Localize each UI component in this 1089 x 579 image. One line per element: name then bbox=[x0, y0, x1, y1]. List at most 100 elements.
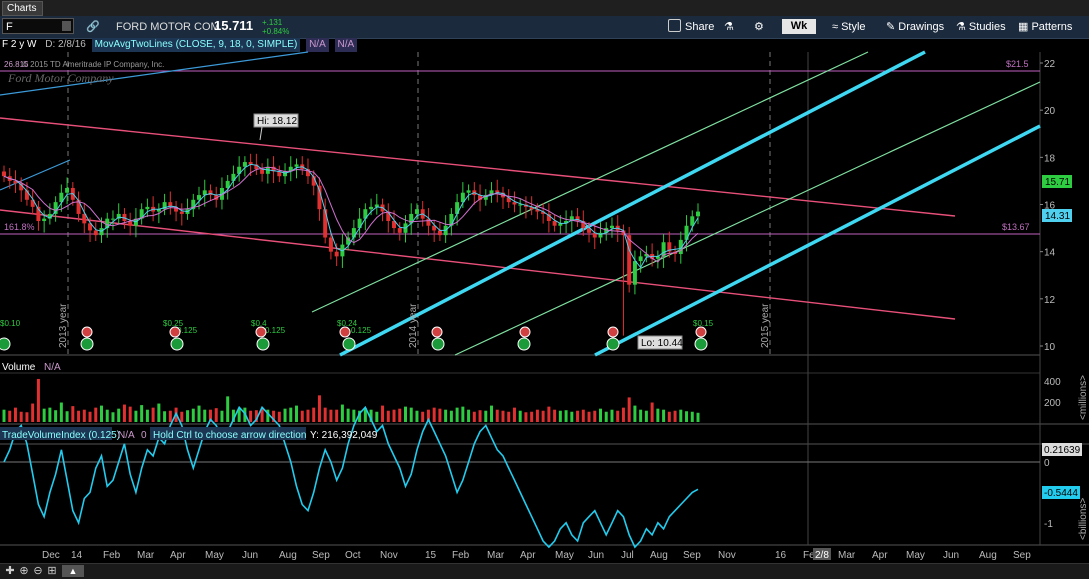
drawings-button[interactable]: ✎ Drawings bbox=[886, 19, 944, 35]
lo-label: Lo: 10.44 bbox=[641, 338, 683, 349]
candle-body bbox=[317, 185, 322, 210]
volume-bar bbox=[346, 408, 350, 422]
dividend-icon-6 bbox=[517, 337, 531, 351]
hi-label: Hi: 18.12 bbox=[257, 116, 297, 127]
studies-label: Studies bbox=[968, 21, 1006, 33]
tvi-line bbox=[3, 405, 699, 549]
period-button[interactable]: Wk bbox=[782, 19, 816, 34]
symbol-input[interactable]: F bbox=[2, 18, 74, 34]
volume-bar bbox=[31, 403, 35, 422]
share-button[interactable]: Share bbox=[668, 19, 714, 35]
candle-body bbox=[489, 190, 494, 196]
earnings-icon-4 bbox=[431, 326, 443, 338]
volume-bar bbox=[352, 409, 356, 422]
candle-body bbox=[369, 206, 374, 210]
dividend-icon-8 bbox=[694, 337, 708, 351]
chart-grid bbox=[0, 52, 1089, 546]
drawings-label: Drawings bbox=[898, 21, 945, 33]
upper-channel-line bbox=[0, 51, 309, 96]
dividend-amount-1: $0.25 bbox=[163, 319, 184, 328]
candle-body bbox=[116, 213, 121, 219]
volume-bar bbox=[524, 412, 528, 422]
volume-bar bbox=[186, 410, 190, 422]
pan-icon[interactable]: ✚ bbox=[5, 565, 15, 577]
pitchfork-drawing[interactable] bbox=[0, 50, 1041, 357]
change-pct: +0.84% bbox=[262, 27, 290, 36]
volume-bar bbox=[105, 409, 109, 422]
tvi-tick-1: -1 bbox=[1044, 519, 1053, 530]
volume-bar bbox=[260, 408, 264, 422]
candle-body bbox=[42, 218, 47, 222]
candle-body bbox=[667, 242, 672, 252]
ma-value-tag bbox=[1042, 209, 1072, 222]
pencil-icon: ✎ bbox=[886, 21, 899, 33]
chart-canvas[interactable]: © 2015 TD Ameritrade IP Company, Inc. For… bbox=[0, 38, 1089, 563]
volume-bar bbox=[690, 411, 694, 422]
patterns-button[interactable]: ▦ Patterns bbox=[1018, 19, 1072, 35]
volume-bar bbox=[409, 407, 413, 422]
zoom-out-icon[interactable]: ⊖ bbox=[33, 565, 43, 577]
candle-body bbox=[638, 256, 643, 262]
dividend-icon-7 bbox=[606, 337, 620, 351]
candle-body bbox=[242, 162, 247, 167]
x-label-12: Feb bbox=[452, 550, 470, 561]
left-channel-line bbox=[0, 159, 71, 191]
volume-bar bbox=[197, 405, 201, 422]
candle-body bbox=[397, 228, 402, 233]
volume-bar bbox=[667, 411, 671, 422]
volume-bar bbox=[140, 405, 144, 422]
link-icon[interactable]: 🔗 bbox=[86, 21, 100, 33]
flask-icon[interactable]: ⚗ bbox=[724, 21, 734, 33]
volume-na: N/A bbox=[44, 362, 61, 373]
charts-tab[interactable]: Charts bbox=[2, 1, 44, 16]
volume-bar bbox=[432, 407, 436, 422]
volume-bar bbox=[272, 410, 276, 422]
candle-body bbox=[156, 209, 161, 212]
volume-bar bbox=[283, 408, 287, 422]
candle-body bbox=[65, 187, 70, 193]
annotations: © 2015 TD Ameritrade IP Company, Inc. For… bbox=[0, 59, 1030, 351]
volume-bar bbox=[277, 411, 281, 422]
volume-bar bbox=[117, 408, 121, 422]
volume-bar bbox=[530, 411, 534, 422]
volume-bar bbox=[300, 410, 304, 422]
candle-body bbox=[237, 166, 242, 174]
style-button[interactable]: ≈ Style bbox=[832, 19, 866, 35]
volume-bar bbox=[180, 411, 184, 422]
tvi-label-bg bbox=[0, 427, 112, 440]
x-label-13: Mar bbox=[487, 550, 505, 561]
ma-value-tag-label: 14.31 bbox=[1045, 211, 1070, 222]
symbol-dropdown-icon[interactable] bbox=[62, 21, 71, 31]
fork-median-line bbox=[339, 50, 926, 357]
moving-averages bbox=[3, 163, 699, 269]
x-label-3: Mar bbox=[137, 550, 155, 561]
expand-button[interactable]: ▲ bbox=[62, 565, 84, 577]
volume-bar bbox=[490, 405, 494, 422]
volume-bar bbox=[472, 411, 476, 422]
zoom-in-icon[interactable]: ⊕ bbox=[19, 565, 29, 577]
candle-body bbox=[260, 169, 265, 174]
year-label-0: 2013 year bbox=[58, 303, 69, 348]
x-label-21: 16 bbox=[775, 550, 787, 561]
tvi-na: N/A bbox=[118, 430, 135, 441]
candle-body bbox=[581, 221, 586, 229]
volume-bar bbox=[633, 405, 637, 422]
volume-bar bbox=[226, 396, 230, 422]
volume-bar bbox=[48, 407, 52, 422]
gear-icon[interactable]: ⚙ bbox=[754, 21, 764, 33]
candle-body bbox=[202, 190, 207, 196]
candle-body bbox=[678, 239, 683, 255]
volume-bar bbox=[77, 410, 81, 422]
zoom-range-icon[interactable]: ⊞ bbox=[47, 565, 57, 577]
candle-body bbox=[82, 213, 87, 224]
volume-bar bbox=[266, 409, 270, 422]
tvi-current-tag-label: -0.5444 bbox=[1044, 488, 1078, 499]
x-label-19: Sep bbox=[683, 550, 701, 561]
volume-bar bbox=[621, 407, 625, 422]
volume-bar bbox=[627, 397, 631, 422]
tvi-top-tag-label: 0.21639 bbox=[1044, 445, 1081, 456]
studies-button[interactable]: ⚗ Studies bbox=[956, 19, 1006, 35]
price-tick-5: 12 bbox=[1044, 295, 1056, 306]
volume-bar bbox=[340, 404, 344, 422]
study-label[interactable]: MovAvgTwoLines (CLOSE, 9, 18, 0, SIMPLE) bbox=[91, 38, 301, 52]
